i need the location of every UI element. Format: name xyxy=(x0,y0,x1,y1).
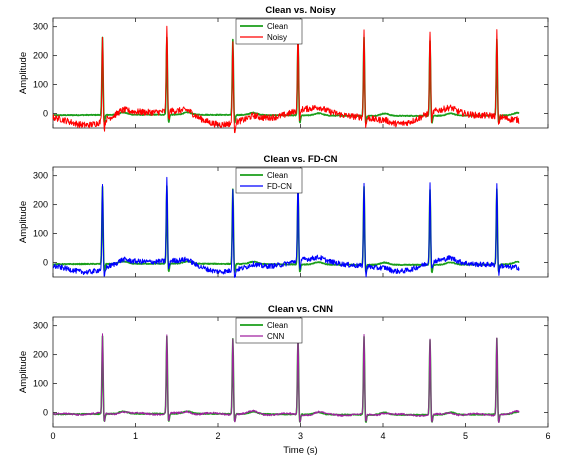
legend-entry: Clean xyxy=(267,22,288,31)
y-axis-label: Amplitude xyxy=(18,351,29,393)
x-tick-label: 0 xyxy=(50,431,55,441)
x-tick-label: 1 xyxy=(133,431,138,441)
x-axis-label: Time (s) xyxy=(283,445,317,456)
y-tick-label: 100 xyxy=(33,379,48,389)
legend-entry: Noisy xyxy=(267,33,287,42)
y-axis-label: Amplitude xyxy=(18,201,29,243)
legend: Clean FD-CN xyxy=(235,167,303,194)
chart-title: Clean vs. FD-CN xyxy=(264,154,338,165)
y-axis-label: Amplitude xyxy=(18,52,29,94)
panel-2: 0 100 200 300 Clean vs. FD-CN Amplitude Clean F… xyxy=(18,154,549,278)
y-tick-label: 200 xyxy=(33,350,48,360)
series-line-cnn xyxy=(52,333,520,423)
legend-entry: Clean xyxy=(267,321,288,330)
x-tick-label: 6 xyxy=(545,431,550,441)
series-line-noisy xyxy=(52,22,520,134)
legend-entry: Clean xyxy=(267,171,288,180)
series-line-fd-cn xyxy=(52,176,520,278)
legend: Clean Noisy xyxy=(235,18,303,45)
legend-entry: CNN xyxy=(267,332,285,341)
x-tick-label: 5 xyxy=(463,431,468,441)
y-tick-label: 0 xyxy=(43,109,48,119)
chart-title: Clean vs. Noisy xyxy=(265,5,336,16)
y-tick-label: 200 xyxy=(33,51,48,61)
x-tick-label: 2 xyxy=(215,431,220,441)
panel-3: 0 100 200 300 0 1 2 3 4 5 6 Clean vs. CNN Amplitude T… xyxy=(18,304,551,456)
chart-title: Clean vs. CNN xyxy=(268,304,333,315)
y-tick-label: 200 xyxy=(33,200,48,210)
legend-box xyxy=(235,317,303,344)
y-tick-label: 300 xyxy=(33,321,48,331)
y-tick-label: 100 xyxy=(33,80,48,90)
panel-1: 0 100 200 300 Clean vs. Noisy Amplitude Clean N… xyxy=(18,5,549,134)
legend-entry: FD-CN xyxy=(267,182,292,191)
y-tick-label: 300 xyxy=(33,171,48,181)
y-tick-label: 300 xyxy=(33,22,48,32)
x-tick-label: 4 xyxy=(380,431,385,441)
y-tick-label: 100 xyxy=(33,229,48,239)
legend: Clean CNN xyxy=(235,317,303,344)
legend-box xyxy=(235,18,303,45)
y-tick-label: 0 xyxy=(43,258,48,268)
x-tick-label: 3 xyxy=(298,431,303,441)
y-tick-label: 0 xyxy=(43,408,48,418)
legend-box xyxy=(235,167,303,194)
